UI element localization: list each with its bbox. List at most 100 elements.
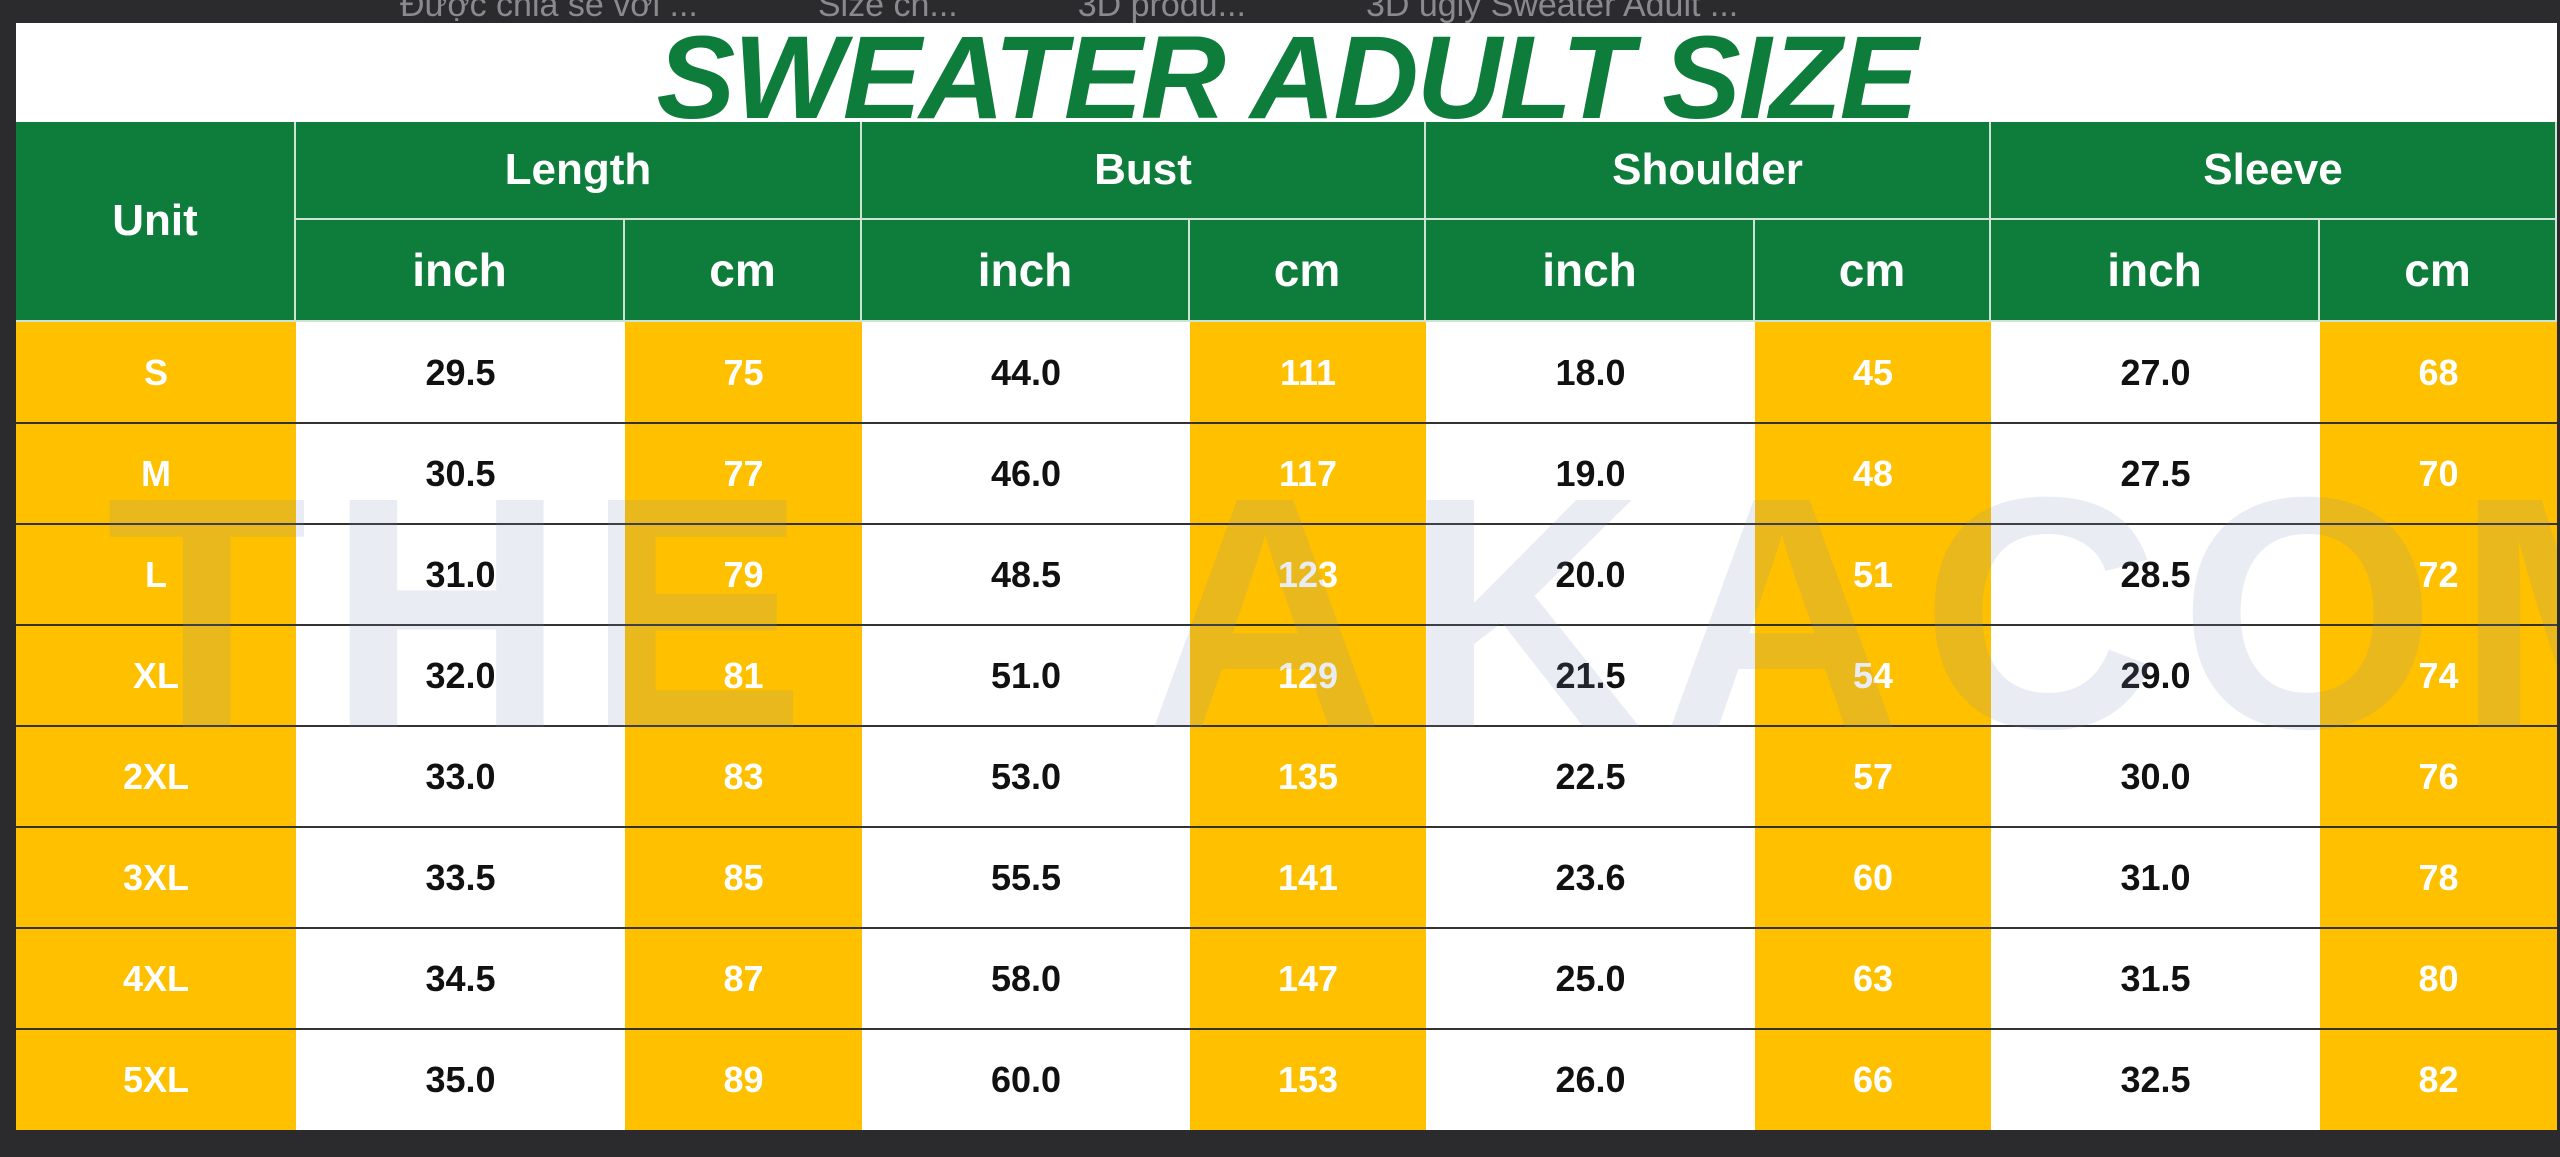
table-cell: 57 [1755,726,1991,827]
group-header: Shoulder [1426,122,1991,220]
table-cell: 33.5 [296,827,625,928]
table-cell: 51.0 [862,625,1190,726]
table-cell: 44.0 [862,322,1190,423]
table-cell: 111 [1190,322,1426,423]
table-cell: 46.0 [862,423,1190,524]
table-cell: M [16,423,296,524]
sub-header: cm [1190,220,1426,322]
table-cell: 31.0 [1991,827,2320,928]
group-header: Bust [862,122,1426,220]
table-cell: 66 [1755,1029,1991,1130]
breadcrumb-item[interactable]: 3D ugly Sweater Adult ... [1365,0,1739,24]
table-cell: 89 [625,1029,862,1130]
table-cell: 31.0 [296,524,625,625]
table-cell: 81 [625,625,862,726]
table-cell: 54 [1755,625,1991,726]
table-cell: 28.5 [1991,524,2320,625]
table-cell: S [16,322,296,423]
size-chart-image: SWEATER ADULT SIZE Unit Length Bust Shoulde… [16,23,2557,1130]
table-cell: 22.5 [1426,726,1755,827]
table-cell: 55.5 [862,827,1190,928]
table-cell: 60 [1755,827,1991,928]
table-cell: 76 [2320,726,2557,827]
table-cell: 72 [2320,524,2557,625]
table-cell: 83 [625,726,862,827]
row-line [16,523,2557,525]
row-line [16,1028,2557,1030]
sub-header: inch [296,220,625,322]
table-cell: 29.0 [1991,625,2320,726]
table-cell: 153 [1190,1029,1426,1130]
table-cell: 45 [1755,322,1991,423]
table-cell: 25.0 [1426,928,1755,1029]
table-cell: 58.0 [862,928,1190,1029]
table-cell: 53.0 [862,726,1190,827]
table-cell: 48.5 [862,524,1190,625]
table-cell: 4XL [16,928,296,1029]
breadcrumb-item[interactable]: Được chia sẻ với ... [400,0,698,24]
group-header: Sleeve [1991,122,2557,220]
table-cell: 27.5 [1991,423,2320,524]
sub-header: cm [625,220,862,322]
table-cell: 2XL [16,726,296,827]
row-line [16,422,2557,424]
table-cell: 31.5 [1991,928,2320,1029]
table-cell: 80 [2320,928,2557,1029]
breadcrumb: Được chia sẻ với ... Size ch... 3D produ..… [400,0,1738,25]
table-cell: 30.0 [1991,726,2320,827]
table-cell: 29.5 [296,322,625,423]
table-cell: 51 [1755,524,1991,625]
table-cell: 75 [625,322,862,423]
table-cell: 21.5 [1426,625,1755,726]
table-cell: 32.0 [296,625,625,726]
sub-header: inch [1991,220,2320,322]
table-cell: 20.0 [1426,524,1755,625]
chart-title: SWEATER ADULT SIZE [656,23,1919,144]
table-cell: 70 [2320,423,2557,524]
table-cell: 135 [1190,726,1426,827]
row-line [16,927,2557,929]
sub-header: inch [862,220,1190,322]
table-cell: 32.5 [1991,1029,2320,1130]
table-cell: 141 [1190,827,1426,928]
row-line [16,725,2557,727]
table-cell: 77 [625,423,862,524]
table-cell: 35.0 [296,1029,625,1130]
table-cell: 18.0 [1426,322,1755,423]
table-cell: 87 [625,928,862,1029]
table-cell: 63 [1755,928,1991,1029]
table-cell: 147 [1190,928,1426,1029]
breadcrumb-item[interactable]: Size ch... [817,0,958,24]
group-header: Length [296,122,862,220]
table-cell: 117 [1190,423,1426,524]
sub-header: cm [2320,220,2557,322]
table-cell: 23.6 [1426,827,1755,928]
table-cell: L [16,524,296,625]
table-cell: 79 [625,524,862,625]
breadcrumb-item[interactable]: 3D produ... [1077,0,1246,24]
row-line [16,826,2557,828]
table-cell: 30.5 [296,423,625,524]
table-cell: 129 [1190,625,1426,726]
row-line [16,624,2557,626]
sub-header: cm [1755,220,1991,322]
table-cell: 27.0 [1991,322,2320,423]
table-cell: 48 [1755,423,1991,524]
table-cell: 34.5 [296,928,625,1029]
table-cell: 60.0 [862,1029,1190,1130]
table-cell: 33.0 [296,726,625,827]
sub-header: inch [1426,220,1755,322]
table-cell: 82 [2320,1029,2557,1130]
table-cell: 85 [625,827,862,928]
table-cell: 74 [2320,625,2557,726]
table-cell: 3XL [16,827,296,928]
table-cell: 78 [2320,827,2557,928]
header-cell: Unit [16,122,296,322]
table-cell: 123 [1190,524,1426,625]
table-cell: 26.0 [1426,1029,1755,1130]
table-cell: 19.0 [1426,423,1755,524]
table-cell: 68 [2320,322,2557,423]
table-cell: 5XL [16,1029,296,1130]
table-cell: XL [16,625,296,726]
